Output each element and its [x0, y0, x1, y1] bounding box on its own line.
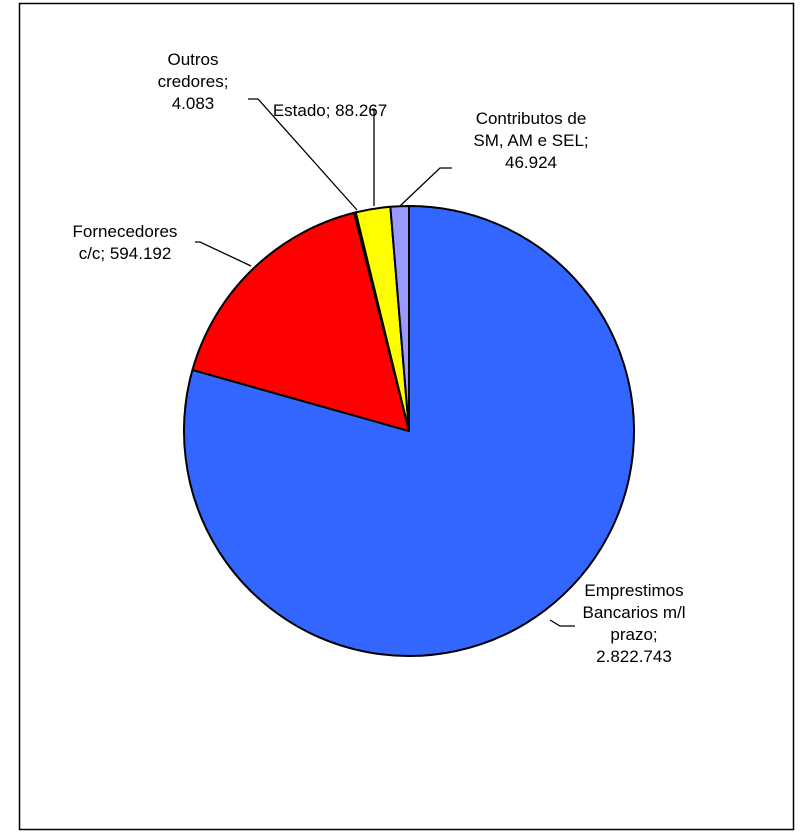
data-label-line: Emprestimos [584, 581, 683, 600]
data-label-line: Outros [167, 50, 218, 69]
pie-slice-4 [389, 205, 410, 432]
data-label-line: Estado; 88.267 [273, 101, 387, 120]
data-label-line: Bancarios m/l [583, 603, 686, 622]
pie-slice-0 [183, 205, 635, 657]
data-label-1: Fornecedores c/c; 594.192 [73, 222, 178, 263]
data-label-2: Outros credores; 4.083 [158, 50, 229, 113]
data-label-line: c/c; 594.192 [79, 244, 172, 263]
data-label-line: Contributos de [476, 109, 587, 128]
leader-line-1 [195, 241, 252, 267]
leader-line-2 [248, 98, 358, 211]
data-label-0: Emprestimos Bancarios m/l prazo; 2.822.743 [583, 581, 686, 666]
pie-slices [183, 205, 635, 657]
data-label-line: SM, AM e SEL; [473, 131, 588, 150]
data-label-line: credores; [158, 72, 229, 91]
leader-line-3 [372, 109, 375, 206]
data-label-line: Fornecedores [73, 222, 178, 241]
leader-line-4 [399, 167, 452, 207]
data-label-line: 4.083 [172, 94, 215, 113]
pie-slice-1 [191, 211, 410, 432]
data-label-4: Contributos de SM, AM e SEL; 46.924 [473, 109, 588, 172]
data-label-3: Estado; 88.267 [273, 101, 387, 120]
data-label-line: 46.924 [505, 153, 557, 172]
leader-lines [195, 98, 575, 627]
data-label-line: prazo; [610, 625, 657, 644]
data-label-line: 2.822.743 [596, 647, 672, 666]
data-labels: Emprestimos Bancarios m/l prazo; 2.822.743 F… [73, 50, 686, 666]
leader-line-0 [549, 619, 575, 627]
